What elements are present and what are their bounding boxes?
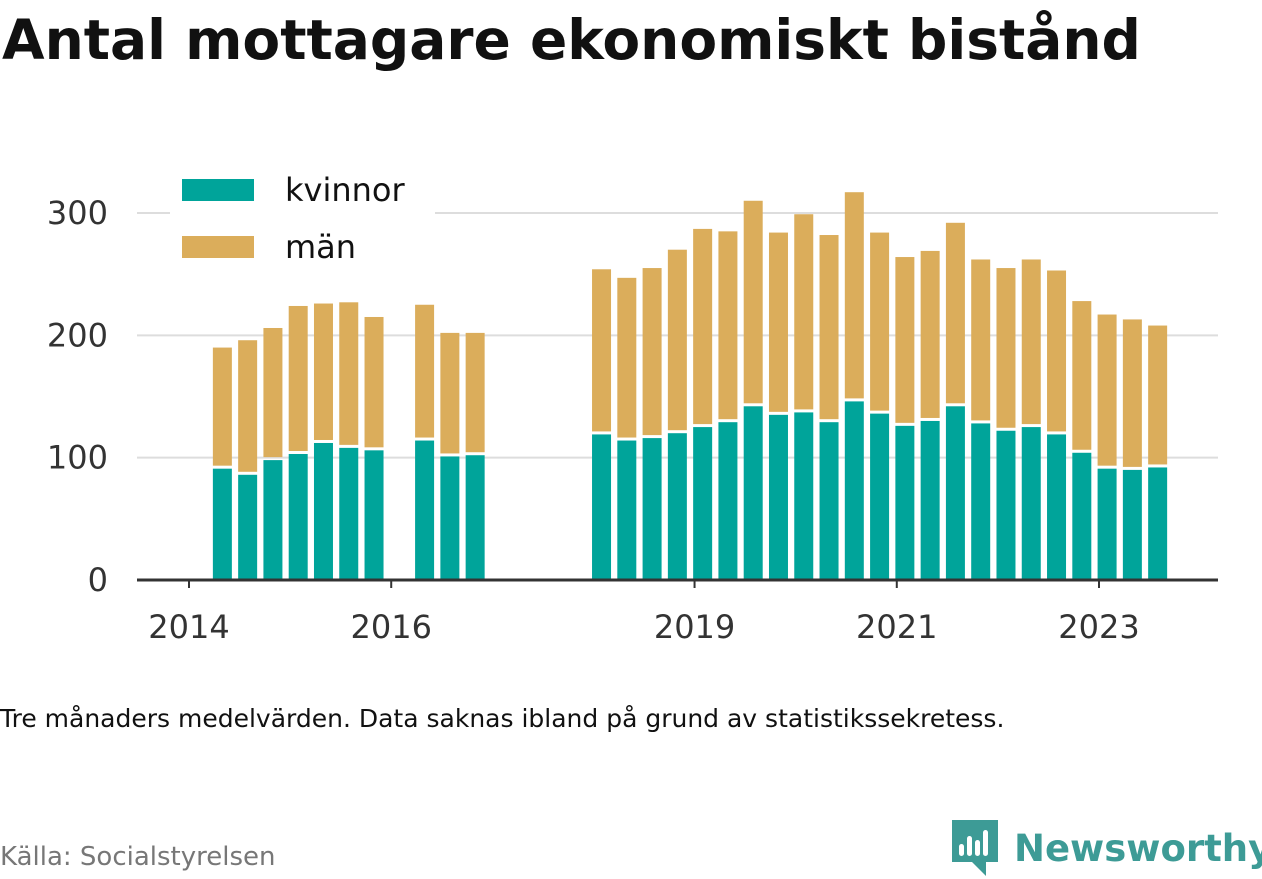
brand-name: Newsworthy (1014, 826, 1262, 870)
bar-man (693, 228, 713, 425)
x-tick-label: 2021 (856, 608, 937, 646)
axes: 0 100 200 300 2014 2016 2019 2021 2023 (47, 194, 1218, 646)
bar-man (1148, 325, 1168, 465)
bar-kvinnor (819, 422, 839, 580)
bar-kvinnor (945, 406, 965, 580)
bar-kvinnor (870, 413, 890, 580)
legend-swatch (182, 179, 254, 201)
source-credit: Källa: Socialstyrelsen (0, 842, 276, 872)
bar-kvinnor (592, 434, 612, 580)
bar-man (440, 332, 460, 454)
legend-item-man: män (285, 228, 356, 266)
bar-kvinnor (465, 455, 485, 580)
bar-man (870, 232, 890, 411)
bar-kvinnor (313, 442, 333, 580)
bar-man (642, 268, 662, 436)
bar-man (1021, 259, 1041, 425)
bar-kvinnor (1021, 427, 1041, 580)
bar-kvinnor (642, 438, 662, 580)
bar-man (920, 250, 940, 418)
bar-man (212, 347, 232, 466)
bar-man (592, 269, 612, 432)
x-tick-label: 2023 (1058, 608, 1139, 646)
bar-kvinnor (1047, 434, 1067, 580)
bar-man (238, 340, 258, 472)
bar-kvinnor (617, 440, 637, 580)
x-tick-label: 2014 (148, 608, 229, 646)
bar-man (1097, 314, 1117, 466)
bar-man (313, 303, 333, 440)
bar-kvinnor (718, 422, 738, 580)
bar-kvinnor (440, 456, 460, 580)
bar-man (415, 304, 435, 438)
bar-man (945, 222, 965, 404)
bar-kvinnor (693, 427, 713, 580)
bar-kvinnor (364, 450, 384, 580)
bar-man (339, 302, 359, 445)
bar-man (895, 257, 915, 423)
bar-man (288, 305, 308, 451)
bar-kvinnor (667, 433, 687, 580)
newsworthy-logo-icon (952, 820, 998, 876)
bar-kvinnor (288, 453, 308, 580)
bar-man (1072, 301, 1092, 450)
bar-man (263, 327, 283, 458)
bar-man (996, 268, 1016, 428)
bar-man (465, 332, 485, 453)
bar-kvinnor (844, 401, 864, 580)
bar-kvinnor (920, 420, 940, 580)
bar-kvinnor (743, 406, 763, 580)
bar-kvinnor (794, 412, 814, 580)
bar-man (1047, 270, 1067, 432)
bar-man (819, 235, 839, 420)
bar-man (718, 231, 738, 420)
legend-swatch (182, 236, 254, 258)
bar-kvinnor (1097, 468, 1117, 580)
bar-man (667, 249, 687, 431)
bar-kvinnor (238, 474, 258, 580)
y-tick-label: 0 (88, 561, 108, 599)
bar-man (743, 200, 763, 404)
y-tick-label: 300 (47, 194, 108, 232)
y-tick-label: 200 (47, 316, 108, 354)
bar-kvinnor (415, 440, 435, 580)
bar-kvinnor (1072, 452, 1092, 580)
legend: kvinnor män (170, 165, 435, 275)
bar-kvinnor (263, 460, 283, 580)
bar-kvinnor (212, 468, 232, 580)
x-tick-label: 2016 (351, 608, 432, 646)
bar-kvinnor (768, 414, 788, 580)
chart-note: Tre månaders medelvärden. Data saknas ib… (0, 704, 1005, 733)
bar-kvinnor (971, 423, 991, 580)
bar-man (768, 232, 788, 412)
bar-man (971, 259, 991, 421)
brand-logo: Newsworthy (950, 818, 1262, 878)
y-tick-label: 100 (47, 439, 108, 477)
x-tick-label: 2019 (654, 608, 735, 646)
bar-kvinnor (1122, 469, 1142, 580)
legend-item-kvinnor: kvinnor (285, 171, 406, 209)
bar-man (844, 192, 864, 399)
bar-kvinnor (895, 425, 915, 580)
bar-kvinnor (996, 430, 1016, 580)
bar-man (617, 277, 637, 438)
bar-kvinnor (1148, 467, 1168, 580)
bars (212, 192, 1168, 580)
bar-kvinnor (339, 447, 359, 580)
chart-title: Antal mottagare ekonomiskt bistånd (2, 8, 1141, 72)
bar-man (794, 214, 814, 410)
bar-man (364, 316, 384, 448)
stacked-bar-chart: 0 100 200 300 2014 2016 2019 2021 2023 kvinnor mä… (46, 165, 1218, 646)
bar-man (1122, 319, 1142, 467)
